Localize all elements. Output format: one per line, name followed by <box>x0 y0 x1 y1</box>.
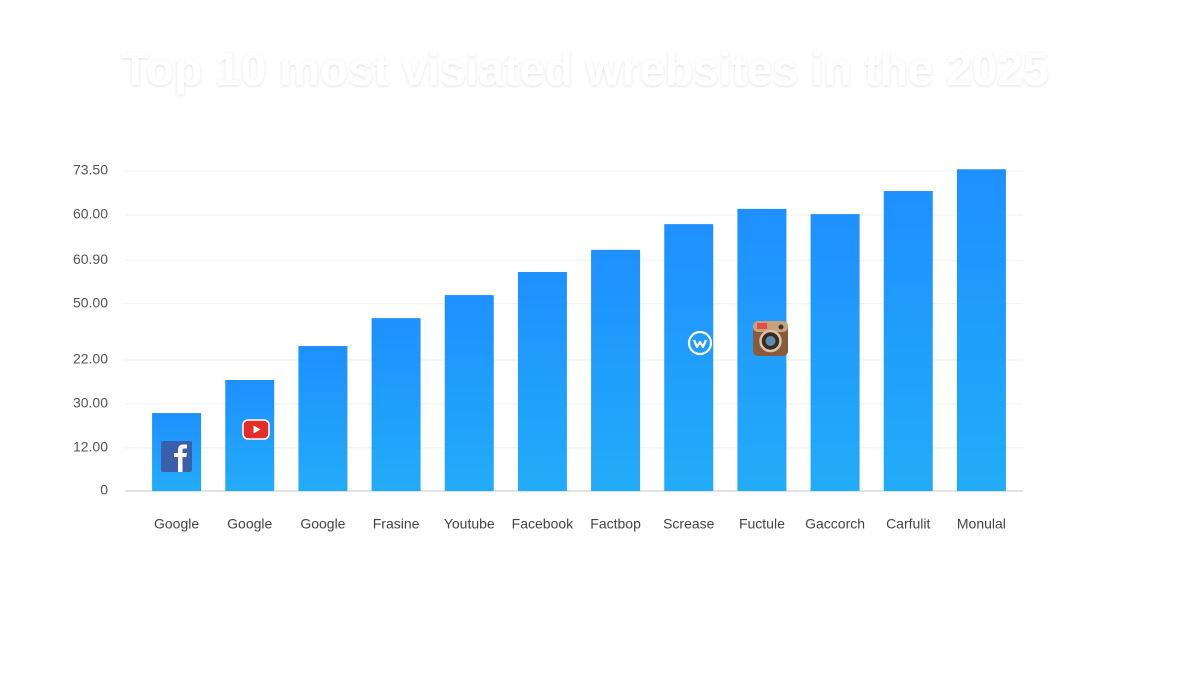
x-tick-label: Monulal <box>957 516 1006 532</box>
bar <box>298 346 348 491</box>
bar <box>956 169 1006 492</box>
y-tick-label: 60.00 <box>73 206 108 222</box>
x-tick-label: Youtube <box>444 516 495 532</box>
bar <box>810 214 860 491</box>
bar <box>517 272 567 491</box>
w-icon <box>687 330 713 356</box>
x-tick-label: Fuctule <box>739 516 785 532</box>
bar <box>664 224 714 491</box>
x-tick-label: Google <box>300 516 345 532</box>
x-tick-label: Google <box>154 516 199 532</box>
x-tick-label: Facebook <box>512 516 574 532</box>
x-tick-label: Frasine <box>373 516 420 532</box>
x-tick-label: Screase <box>663 516 715 532</box>
bar <box>883 191 933 491</box>
icons <box>161 321 788 472</box>
bars <box>152 169 1006 492</box>
facebook-icon <box>161 441 192 472</box>
chart-title: Top 10 most visiated wrebsites in the 20… <box>121 43 1048 95</box>
grid <box>125 170 1023 492</box>
labels: 0 12.00 30.00 22.00 50.00 60.90 60.00 73.50 Goog… <box>73 162 1006 532</box>
y-tick-label: 22.00 <box>73 351 108 367</box>
youtube-icon <box>242 419 270 440</box>
x-tick-label: Gaccorch <box>805 516 865 532</box>
y-tick-label: 30.00 <box>73 395 108 411</box>
y-tick-label: 60.90 <box>73 251 108 267</box>
y-tick-label: 12.00 <box>73 439 108 455</box>
bar <box>371 318 421 491</box>
y-tick-label: 73.50 <box>73 162 108 178</box>
x-tick-label: Google <box>227 516 272 532</box>
instagram-icon <box>753 321 788 356</box>
y-tick-label: 0 <box>100 482 108 498</box>
bar <box>591 249 641 491</box>
bar <box>444 295 494 491</box>
y-tick-label: 50.00 <box>73 294 108 310</box>
x-tick-label: Factbop <box>590 516 641 532</box>
x-tick-label: Carfulit <box>886 516 930 532</box>
